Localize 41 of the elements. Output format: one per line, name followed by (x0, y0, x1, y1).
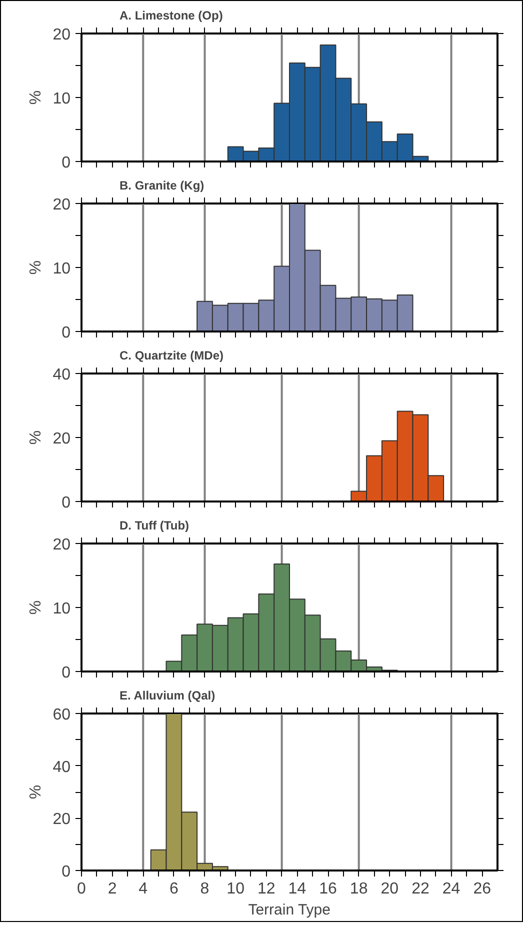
chart-title: A. Limestone (Op) (120, 8, 223, 22)
x-tick-label: 18 (350, 880, 368, 898)
y-tick-label: 10 (52, 260, 71, 278)
x-tick-label: 16 (319, 880, 338, 898)
chart-title: B. Granite (Kg) (120, 178, 204, 192)
x-tick-label: 10 (226, 880, 245, 898)
x-tick-label: 22 (412, 880, 430, 898)
chart-title: C. Quartzite (MDe) (120, 348, 224, 362)
x-axis-title: Terrain Type (248, 902, 330, 918)
y-tick-label: 20 (52, 536, 71, 554)
x-tick-label: 4 (138, 880, 148, 898)
y-axis-title: % (28, 90, 45, 105)
y-tick-label: 20 (52, 196, 71, 214)
y-tick-label: 20 (52, 430, 71, 448)
chart-title: D. Tuff (Tub) (120, 518, 190, 532)
y-tick-label: 0 (62, 494, 71, 512)
x-tick-label: 6 (169, 880, 178, 898)
y-tick-label: 40 (52, 366, 71, 384)
y-axis-title: % (28, 260, 45, 275)
x-tick-label: 12 (257, 880, 276, 898)
x-tick-label: 8 (200, 880, 210, 898)
y-tick-label: 10 (52, 600, 71, 618)
y-tick-label: 60 (52, 706, 71, 724)
x-tick-label: 0 (77, 880, 86, 898)
y-tick-label: 20 (52, 811, 71, 828)
y-axis-title: % (28, 600, 45, 615)
y-axis-title: % (28, 430, 45, 445)
x-tick-label: 24 (442, 880, 460, 898)
y-tick-label: 20 (52, 26, 71, 44)
y-tick-label: 0 (62, 154, 71, 172)
x-tick-label: 2 (108, 880, 117, 898)
y-tick-label: 0 (62, 324, 71, 342)
y-tick-label: 10 (52, 90, 71, 108)
x-tick-label: 26 (473, 880, 492, 898)
y-tick-label: 0 (62, 664, 71, 682)
y-axis-title: % (28, 784, 45, 800)
x-tick-label: 14 (288, 880, 306, 898)
y-tick-label: 40 (52, 758, 71, 776)
chart-title: E. Alluvium (Qal) (120, 688, 216, 702)
y-tick-label: 0 (62, 864, 71, 880)
x-tick-label: 20 (380, 880, 399, 898)
